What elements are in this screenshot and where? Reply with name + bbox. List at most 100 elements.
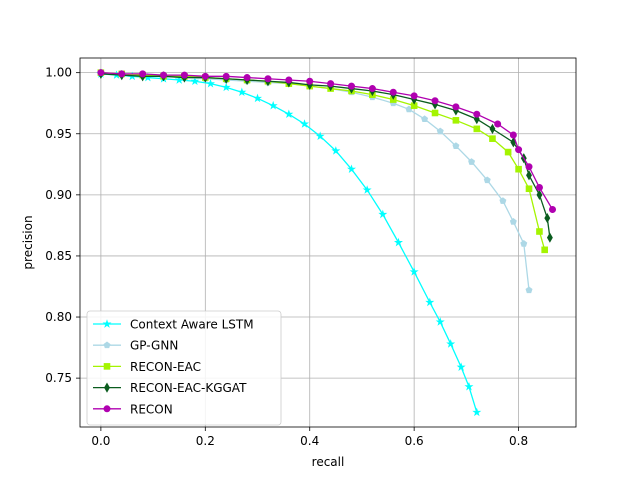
series-point — [520, 240, 528, 247]
legend-item: RECON-EAC — [93, 360, 201, 374]
series-point — [472, 407, 482, 417]
series-line — [100, 72, 554, 210]
series-point — [509, 131, 517, 139]
series-point — [435, 317, 445, 326]
series-point — [346, 164, 356, 174]
series-point — [139, 70, 147, 78]
series-point — [525, 286, 533, 294]
ticks: 0.0 0.2 0.4 0.6 0.8 0.75 0.80 0.85 0.90 0.95 1.00 — [45, 66, 528, 448]
series-2 — [97, 69, 548, 254]
series-point — [97, 69, 105, 77]
legend-swatch-marker — [104, 382, 110, 393]
x-tick-label: 0.2 — [196, 434, 215, 448]
series-point — [536, 189, 543, 200]
series-point — [306, 77, 314, 85]
series-point — [431, 97, 439, 105]
series-3 — [97, 68, 553, 243]
plot-frame — [79, 57, 577, 428]
series-point — [546, 232, 553, 243]
series-point — [300, 119, 310, 128]
series-point — [436, 127, 444, 135]
legend-item: GP-GNN — [93, 339, 178, 353]
legend-label: RECON-EAC — [130, 360, 201, 374]
series-point — [446, 339, 456, 348]
series-point — [221, 82, 231, 92]
series-point — [499, 197, 507, 204]
series-point — [378, 209, 388, 219]
series-group — [96, 68, 557, 417]
series-point — [206, 78, 216, 88]
y-tick-label: 0.75 — [45, 371, 72, 385]
y-tick-label: 0.90 — [45, 188, 72, 202]
series-point — [347, 82, 355, 90]
y-tick-label: 0.95 — [45, 127, 72, 141]
series-point — [268, 100, 278, 110]
y-axis-label: precision — [21, 215, 35, 269]
series-point — [515, 165, 522, 173]
series-point — [222, 72, 230, 80]
series-point — [509, 218, 517, 225]
series-point — [180, 71, 188, 79]
series-point — [452, 103, 460, 111]
series-line — [100, 72, 546, 251]
series-point — [489, 135, 496, 142]
legend: Context Aware LSTM GP-GNN RECON-EAC RECON-E… — [86, 310, 282, 426]
series-point — [452, 142, 460, 149]
series-point — [515, 146, 523, 154]
series-point — [264, 75, 272, 83]
x-tick-label: 0.0 — [91, 434, 110, 448]
series-point — [389, 88, 397, 96]
series-point — [362, 185, 372, 194]
legend-label: RECON — [130, 402, 173, 416]
series-point — [549, 206, 557, 214]
legend-item: Context Aware LSTM — [93, 318, 254, 332]
series-point — [421, 115, 429, 123]
x-axis-label: recall — [312, 455, 345, 469]
legend-swatch-marker — [103, 363, 111, 370]
series-point — [284, 109, 294, 119]
series-point — [464, 381, 474, 391]
series-point — [425, 297, 435, 307]
series-point — [456, 362, 466, 371]
series-point — [393, 237, 403, 247]
series-point — [315, 131, 325, 141]
series-4 — [97, 69, 557, 214]
series-point — [118, 70, 126, 78]
series-point — [160, 71, 168, 79]
series-point — [504, 148, 512, 156]
series-point — [494, 120, 502, 128]
series-point — [237, 87, 247, 97]
series-point — [526, 170, 532, 181]
series-point — [525, 185, 533, 193]
series-point — [473, 125, 481, 133]
series-point — [536, 228, 543, 235]
legend-label: Context Aware LSTM — [130, 318, 254, 332]
series-point — [541, 246, 548, 254]
legend-label: GP-GNN — [130, 339, 178, 353]
series-point — [331, 146, 341, 155]
x-tick-label: 0.6 — [405, 434, 424, 448]
series-point — [253, 93, 263, 103]
legend-swatch-marker — [102, 319, 112, 328]
series-point — [544, 212, 551, 224]
y-tick-label: 0.80 — [45, 310, 72, 324]
series-point — [201, 72, 209, 80]
series-point — [452, 117, 460, 124]
legend-item: RECON-EAC-KGGAT — [93, 381, 247, 395]
legend-box — [86, 310, 282, 426]
series-point — [243, 74, 251, 82]
series-point — [431, 109, 439, 117]
legend-swatch-marker — [103, 405, 111, 413]
y-tick-label: 1.00 — [45, 66, 72, 80]
series-line — [100, 73, 551, 238]
series-point — [535, 184, 543, 192]
series-point — [525, 163, 533, 171]
series-point — [409, 267, 419, 276]
series-point — [468, 158, 476, 165]
series-point — [327, 80, 335, 88]
series-point — [410, 92, 418, 100]
legend-swatch-marker — [103, 341, 111, 349]
series-point — [489, 123, 496, 134]
series-point — [473, 110, 481, 118]
